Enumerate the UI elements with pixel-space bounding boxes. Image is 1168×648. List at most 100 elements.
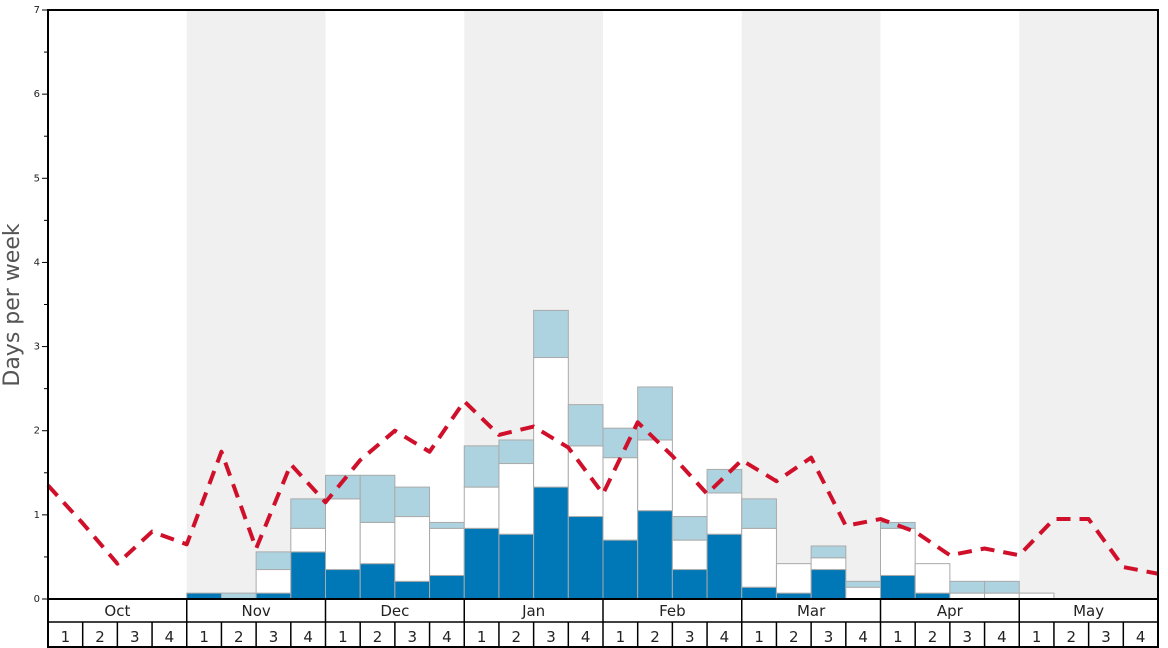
bar-series1-week19 (671, 569, 708, 600)
week-label: 2 (1067, 628, 1077, 646)
week-label: 4 (720, 628, 730, 646)
bar-series1-week10 (359, 563, 396, 600)
bar-series2-week17 (602, 457, 639, 541)
month-label-jan: Jan (521, 602, 545, 620)
bar-series2-week9 (325, 498, 361, 571)
bar-series2-week7 (255, 569, 292, 594)
month-bands (186, 10, 1158, 599)
week-label: 1 (61, 628, 71, 646)
bar-series2-week14 (498, 463, 535, 535)
y-tick-label: 6 (34, 89, 40, 100)
bar-series2-week15 (533, 357, 569, 488)
week-label: 4 (581, 628, 591, 646)
bar-series2-week20 (706, 492, 743, 535)
bar-series3-week19 (671, 516, 708, 541)
bar-series2-week26 (914, 563, 951, 594)
week-label: 1 (1032, 628, 1042, 646)
week-label: 3 (130, 628, 140, 646)
bar-series3-week23 (810, 545, 847, 559)
bar-series1-week9 (325, 569, 361, 600)
bar-series1-week12 (429, 574, 465, 600)
bar-series2-week25 (880, 527, 916, 576)
bar-series1-week21 (741, 586, 777, 600)
month-label-feb: Feb (659, 602, 686, 620)
week-label: 4 (1136, 628, 1146, 646)
bar-series3-week17 (602, 427, 639, 459)
bar-series3-week20 (706, 468, 743, 494)
bar-series1-week13 (463, 527, 500, 600)
month-band-may (1019, 10, 1158, 599)
week-label: 2 (789, 628, 799, 646)
bar-series3-week7 (255, 551, 292, 571)
y-tick-label: 5 (34, 173, 40, 184)
week-label: 2 (928, 628, 938, 646)
week-label: 2 (373, 628, 383, 646)
week-label: 4 (165, 628, 175, 646)
week-label: 1 (754, 628, 764, 646)
month-label-nov: Nov (241, 602, 270, 620)
bar-series3-week28 (984, 580, 1020, 594)
bar-series2-week16 (567, 445, 604, 518)
month-label-mar: Mar (797, 602, 826, 620)
week-label: 1 (477, 628, 487, 646)
bar-series3-week18 (637, 386, 673, 441)
y-tick-label: 7 (34, 5, 40, 16)
bar-series2-week24 (845, 586, 881, 600)
y-tick-label: 3 (34, 342, 40, 353)
week-label: 2 (95, 628, 105, 646)
bar-series2-week23 (810, 557, 847, 571)
bar-series3-week16 (567, 404, 604, 447)
week-label: 4 (442, 628, 452, 646)
bar-series2-week11 (394, 516, 431, 582)
bar-series1-week25 (880, 574, 916, 600)
week-label: 4 (303, 628, 313, 646)
month-label-apr: Apr (937, 602, 964, 620)
month-label-dec: Dec (380, 602, 409, 620)
bar-series2-week19 (671, 539, 708, 571)
week-label: 1 (199, 628, 209, 646)
week-label: 1 (616, 628, 626, 646)
bar-series3-week10 (359, 474, 396, 523)
bar-series3-week24 (845, 580, 881, 588)
bar-series2-week12 (429, 527, 465, 576)
x-axis: Oct Nov Dec Jan Feb Mar Apr May 1 2 3 4 1 2 3 4 1 2 3 4 1 2 3 4… (47, 598, 1159, 648)
week-label: 3 (269, 628, 279, 646)
month-label-may: May (1073, 602, 1104, 620)
bar-series1-week20 (706, 533, 743, 600)
bar-series3-week8 (290, 498, 326, 529)
week-label: 3 (407, 628, 417, 646)
week-label: 4 (858, 628, 868, 646)
bar-series1-week16 (567, 516, 604, 600)
bar-series3-week12 (429, 521, 465, 529)
week-label: 2 (234, 628, 244, 646)
bar-series2-week8 (290, 527, 326, 553)
bar-series3-week21 (741, 498, 777, 529)
bar-series1-week8 (290, 551, 326, 600)
bar-series1-week23 (810, 569, 847, 600)
y-tick-label: 0 (34, 594, 40, 605)
week-label: 3 (546, 628, 556, 646)
y-axis-label: Days per week (0, 223, 25, 386)
week-label: 1 (893, 628, 903, 646)
week-label: 3 (685, 628, 695, 646)
bar-series3-week13 (463, 445, 500, 488)
bar-series2-week10 (359, 521, 396, 565)
bar-series3-week27 (949, 580, 986, 594)
week-label: 3 (1101, 628, 1111, 646)
bar-series1-week18 (637, 510, 673, 600)
bar-series1-week17 (602, 539, 639, 600)
week-label: 4 (997, 628, 1007, 646)
y-axis: 0 1 2 3 4 5 6 7 (34, 5, 48, 605)
bar-series1-week14 (498, 533, 535, 600)
bar-series3-week15 (533, 309, 569, 359)
bar-series3-week11 (394, 486, 431, 518)
y-tick-label: 1 (34, 510, 40, 521)
week-label: 1 (338, 628, 348, 646)
week-label: 3 (824, 628, 834, 646)
y-tick-label: 2 (34, 426, 40, 437)
bar-series2-week21 (741, 527, 777, 588)
bar-series1-week15 (533, 486, 569, 600)
month-label-oct: Oct (104, 602, 130, 620)
bar-series (186, 309, 1055, 600)
